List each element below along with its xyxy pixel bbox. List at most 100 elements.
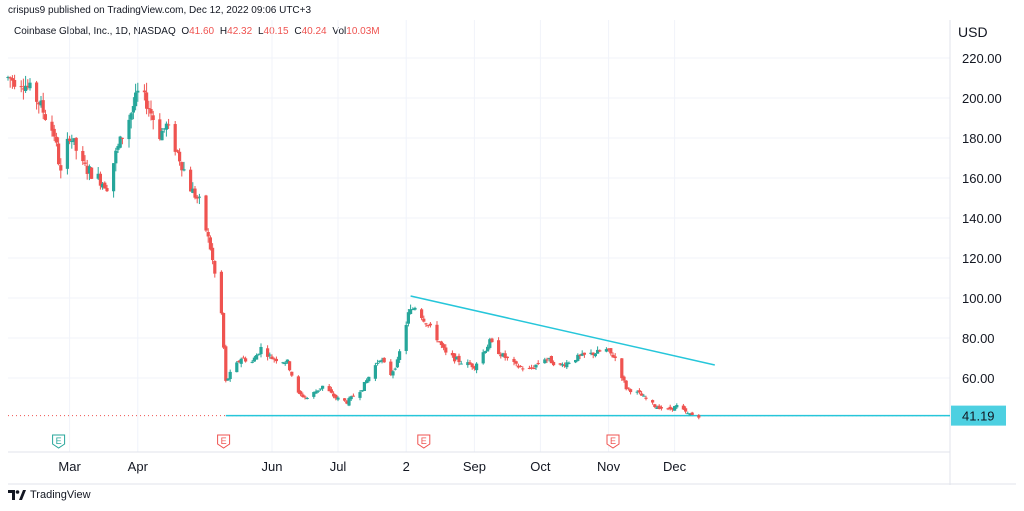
candle-body — [455, 357, 459, 360]
candle-body — [349, 396, 353, 400]
candle-body — [382, 357, 386, 363]
x-axis-ticks: Mar Apr Jun Jul 2 Sep Oct Nov Dec — [58, 459, 686, 474]
low-label: L — [257, 26, 264, 37]
candle-body — [450, 352, 454, 356]
descending-trendline[interactable] — [410, 295, 715, 366]
candle-body — [316, 390, 320, 392]
candle-body — [83, 162, 87, 164]
x-tick-label: Sep — [463, 459, 486, 474]
last-price-tag: 41.19 — [951, 405, 1006, 426]
volume-label: Vol — [332, 26, 347, 37]
candle-body — [13, 80, 17, 87]
x-tick-label: Jul — [330, 459, 347, 474]
candle-body — [503, 353, 507, 358]
candle-body — [74, 137, 78, 151]
earnings-marker[interactable]: E — [417, 434, 431, 449]
earnings-marker[interactable]: E — [52, 434, 66, 449]
candle-body — [226, 378, 230, 381]
x-tick-label: 2 — [403, 459, 410, 474]
candle-body — [327, 386, 331, 392]
trendline-group[interactable] — [410, 295, 715, 366]
candle-body — [334, 394, 338, 399]
candle-body — [657, 405, 661, 409]
candle-body — [178, 151, 182, 162]
tradingview-footer[interactable]: TradingView — [8, 489, 91, 501]
candle-body — [596, 349, 600, 354]
candle-body — [395, 359, 399, 368]
candle-body — [136, 90, 140, 93]
candle-body — [530, 367, 534, 369]
candle-body — [54, 136, 58, 143]
candle-body — [563, 365, 567, 367]
candle-body — [35, 82, 39, 102]
candle-body — [164, 123, 168, 130]
candle-body — [193, 188, 197, 198]
candle-body — [98, 173, 102, 186]
candle-body — [378, 360, 382, 363]
candle-body — [318, 388, 322, 390]
candle-body — [65, 138, 69, 169]
candle-body — [472, 366, 476, 369]
candle-body — [591, 352, 595, 356]
high-label: H — [219, 26, 228, 37]
candle-body — [593, 353, 597, 357]
candle-body — [626, 387, 630, 389]
x-tick-label: Apr — [128, 459, 149, 474]
candle-body — [644, 397, 648, 399]
candle-body — [72, 138, 76, 142]
candle-body — [655, 407, 659, 409]
candle-body — [437, 341, 441, 343]
candle-body — [37, 102, 41, 105]
candle-body — [642, 395, 646, 397]
candle-body — [347, 398, 351, 406]
candle-body — [360, 390, 364, 392]
candle-body — [96, 173, 100, 179]
candle-body — [365, 380, 369, 384]
candle-body — [296, 376, 300, 393]
candle-body — [112, 163, 116, 192]
candle-body — [87, 166, 91, 174]
candle-body — [206, 232, 210, 237]
volume-value: 10.03M — [346, 26, 380, 37]
candle-body — [521, 368, 525, 370]
candle-body — [332, 393, 336, 397]
candle-body — [444, 347, 448, 353]
candle-body — [466, 362, 470, 366]
candle-body — [281, 362, 285, 364]
candle-body — [345, 401, 349, 404]
y-tick-label: 100.00 — [962, 291, 1002, 306]
tradingview-brand: TradingView — [30, 489, 91, 501]
candle-body — [576, 354, 580, 361]
candle-body — [131, 106, 135, 113]
last-price-label: 41.19 — [962, 409, 995, 424]
candle-body — [101, 183, 105, 188]
candle-body — [640, 393, 644, 396]
candle-body — [149, 109, 153, 114]
candle-body — [420, 309, 424, 319]
candle-body — [321, 385, 325, 389]
candle-body — [244, 358, 248, 362]
earnings-marker[interactable]: E — [606, 434, 620, 449]
x-tick-label: Nov — [597, 459, 621, 474]
candle-body — [189, 169, 193, 192]
earnings-marker-label: E — [221, 436, 227, 446]
candle-body — [411, 309, 415, 311]
candle-body — [85, 165, 89, 174]
candle-body — [684, 408, 688, 412]
candle-body — [545, 359, 549, 361]
earnings-marker[interactable]: E — [217, 434, 231, 449]
candle-body — [514, 361, 518, 364]
candle-body — [565, 362, 569, 368]
candle-body — [527, 367, 531, 369]
candle-body — [175, 150, 179, 152]
candle-body — [129, 113, 133, 120]
candle-body — [567, 362, 571, 364]
candle-body — [314, 391, 318, 394]
candle-body — [391, 371, 395, 376]
candle-body — [422, 318, 426, 322]
candle-body — [81, 150, 85, 162]
candle-body — [547, 357, 551, 359]
candle-body — [68, 138, 72, 141]
